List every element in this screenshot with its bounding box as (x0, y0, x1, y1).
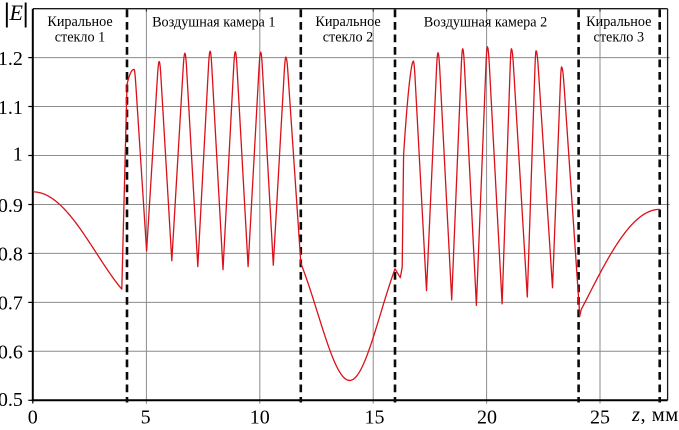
svg-text:Киральное: Киральное (47, 14, 112, 30)
svg-text:0.6: 0.6 (0, 342, 23, 364)
svg-text:0.9: 0.9 (0, 195, 23, 217)
svg-text:z, мм: z, мм (631, 404, 679, 425)
svg-text:стекло 1: стекло 1 (55, 30, 106, 46)
svg-text:1.1: 1.1 (0, 97, 23, 119)
svg-text:стекло 3: стекло 3 (594, 30, 645, 46)
svg-text:стекло 2: стекло 2 (323, 30, 374, 46)
svg-text:0.8: 0.8 (0, 244, 23, 266)
svg-text:0.7: 0.7 (0, 293, 23, 315)
svg-text:Воздушная камера 1: Воздушная камера 1 (152, 14, 275, 30)
svg-text:E: E (8, 0, 23, 25)
svg-text:0.5: 0.5 (0, 389, 23, 411)
svg-text:20: 20 (477, 407, 497, 426)
svg-text:1: 1 (13, 144, 23, 166)
svg-text:Киральное: Киральное (315, 14, 380, 30)
svg-text:Воздушная камера 2: Воздушная камера 2 (424, 14, 547, 30)
svg-text:Киральное: Киральное (586, 14, 651, 30)
svg-text:10: 10 (250, 407, 270, 426)
svg-text:15: 15 (365, 407, 385, 426)
svg-text:25: 25 (590, 407, 610, 426)
svg-text:5: 5 (141, 407, 151, 426)
svg-text:1.2: 1.2 (0, 48, 23, 70)
svg-text:0: 0 (28, 407, 38, 426)
